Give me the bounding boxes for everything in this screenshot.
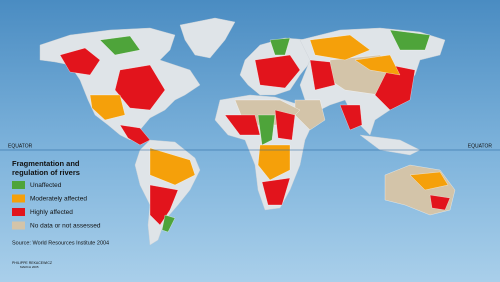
region [257,114,276,146]
equator-label: EQUATOR [8,143,33,149]
legend-label: Unaffected [30,182,62,189]
credit: MARCH 2005 [20,265,39,269]
region [309,59,336,91]
region [257,144,291,181]
source: Source: World Resources Institute 2004 [12,240,109,246]
region [374,64,416,111]
legend: Unaffected Moderately affected Highly affe… [12,181,101,230]
region [99,35,141,56]
region [89,94,126,121]
legend-label: Moderately affected [30,196,87,203]
legend-label: Highly affected [30,209,73,216]
region [114,64,166,111]
region [269,37,291,56]
legend-swatch [12,181,25,189]
legend-swatch [12,221,25,230]
legend-swatch [12,208,25,216]
region [224,114,261,136]
region [409,171,449,191]
equator-label: EQUATOR [468,143,493,149]
legend-title: regulation of rivers [12,168,80,177]
region [339,104,363,131]
greenland [179,17,236,59]
region [254,54,301,89]
region [261,177,291,206]
region [161,214,176,233]
region [389,29,431,51]
region [149,147,196,186]
region [429,194,451,211]
region [354,54,401,76]
credit: PHILIPPE REKACEWICZ [12,261,53,265]
region [309,34,371,61]
regions [59,29,456,233]
region [274,109,296,141]
legend-title: Fragmentation and [12,159,80,168]
region [119,124,151,146]
legend-label: No data or not assessed [30,223,101,230]
legend-swatch [12,194,25,203]
region [59,47,101,76]
